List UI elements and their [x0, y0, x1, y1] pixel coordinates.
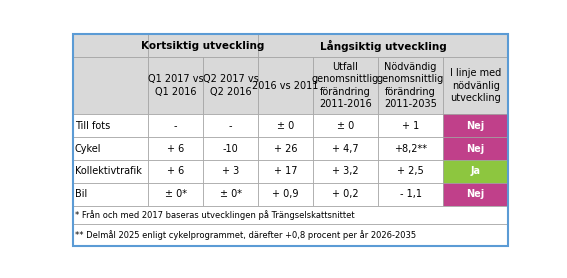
Bar: [149, 57, 203, 115]
Text: Q2 2017 vs
Q2 2016: Q2 2017 vs Q2 2016: [203, 75, 259, 97]
Bar: [149, 137, 203, 160]
Text: Kollektivtrafik: Kollektivtrafik: [75, 167, 142, 177]
Bar: [149, 115, 203, 137]
Bar: [203, 160, 258, 183]
Text: + 4,7: + 4,7: [332, 144, 359, 154]
Bar: [73, 34, 149, 57]
Bar: [443, 115, 508, 137]
Text: Nödvändig
genomsnittlig
förändring
2011-2035: Nödvändig genomsnittlig förändring 2011-…: [377, 62, 444, 109]
Bar: [313, 183, 378, 206]
Text: - 1,1: - 1,1: [400, 189, 421, 199]
Bar: [313, 57, 378, 115]
Bar: [258, 137, 313, 160]
Text: ± 0*: ± 0*: [219, 189, 242, 199]
Bar: [313, 160, 378, 183]
Bar: [73, 224, 508, 246]
Text: -: -: [229, 121, 232, 131]
Text: Bil: Bil: [75, 189, 87, 199]
Bar: [378, 160, 443, 183]
Text: ± 0: ± 0: [337, 121, 354, 131]
Bar: [203, 183, 258, 206]
Text: + 3,2: + 3,2: [332, 167, 359, 177]
Bar: [73, 160, 149, 183]
Text: Kortsiktig utveckling: Kortsiktig utveckling: [142, 41, 265, 51]
Text: -10: -10: [223, 144, 239, 154]
Bar: [443, 183, 508, 206]
Bar: [258, 34, 508, 57]
Bar: [149, 34, 258, 57]
Text: Långsiktig utveckling: Långsiktig utveckling: [320, 39, 446, 52]
Text: + 3: + 3: [222, 167, 239, 177]
Bar: [203, 57, 258, 115]
Bar: [378, 137, 443, 160]
Bar: [258, 57, 313, 115]
Text: ** Delmål 2025 enligt cykelprogrammet, därefter +0,8 procent per år 2026-2035: ** Delmål 2025 enligt cykelprogrammet, d…: [75, 230, 416, 240]
Text: + 0,9: + 0,9: [272, 189, 299, 199]
Text: Nej: Nej: [467, 189, 485, 199]
Text: + 17: + 17: [274, 167, 297, 177]
Bar: [203, 115, 258, 137]
Bar: [73, 206, 508, 224]
Bar: [73, 115, 149, 137]
Text: -: -: [174, 121, 177, 131]
Text: Utfall
genomsnittlig
förändring
2011-2016: Utfall genomsnittlig förändring 2011-201…: [312, 62, 379, 109]
Bar: [378, 115, 443, 137]
Bar: [313, 115, 378, 137]
Bar: [73, 183, 149, 206]
Text: Nej: Nej: [467, 144, 485, 154]
Text: + 26: + 26: [274, 144, 297, 154]
Bar: [258, 183, 313, 206]
Text: Cykel: Cykel: [75, 144, 101, 154]
Text: + 0,2: + 0,2: [332, 189, 359, 199]
Text: 2016 vs 2011: 2016 vs 2011: [252, 81, 319, 91]
Text: Nej: Nej: [467, 121, 485, 131]
Text: + 6: + 6: [167, 167, 184, 177]
Text: I linje med
nödvänlig
utveckling: I linje med nödvänlig utveckling: [450, 68, 501, 103]
Text: + 2,5: + 2,5: [397, 167, 424, 177]
Text: ± 0*: ± 0*: [165, 189, 187, 199]
Bar: [149, 183, 203, 206]
Bar: [73, 57, 149, 115]
Bar: [73, 137, 149, 160]
Bar: [378, 57, 443, 115]
Bar: [258, 115, 313, 137]
Text: Q1 2017 vs
Q1 2016: Q1 2017 vs Q1 2016: [148, 75, 204, 97]
Bar: [378, 183, 443, 206]
Text: +8,2**: +8,2**: [394, 144, 427, 154]
Bar: [203, 137, 258, 160]
Bar: [443, 137, 508, 160]
Bar: [149, 160, 203, 183]
Bar: [443, 57, 508, 115]
Text: * Från och med 2017 baseras utvecklingen på Trängselskattsnittet: * Från och med 2017 baseras utvecklingen…: [75, 210, 354, 220]
Text: ± 0: ± 0: [277, 121, 294, 131]
Text: + 6: + 6: [167, 144, 184, 154]
Text: Ja: Ja: [471, 167, 481, 177]
Text: + 1: + 1: [402, 121, 419, 131]
Text: Till fots: Till fots: [75, 121, 110, 131]
Bar: [443, 160, 508, 183]
Bar: [313, 137, 378, 160]
Bar: [258, 160, 313, 183]
